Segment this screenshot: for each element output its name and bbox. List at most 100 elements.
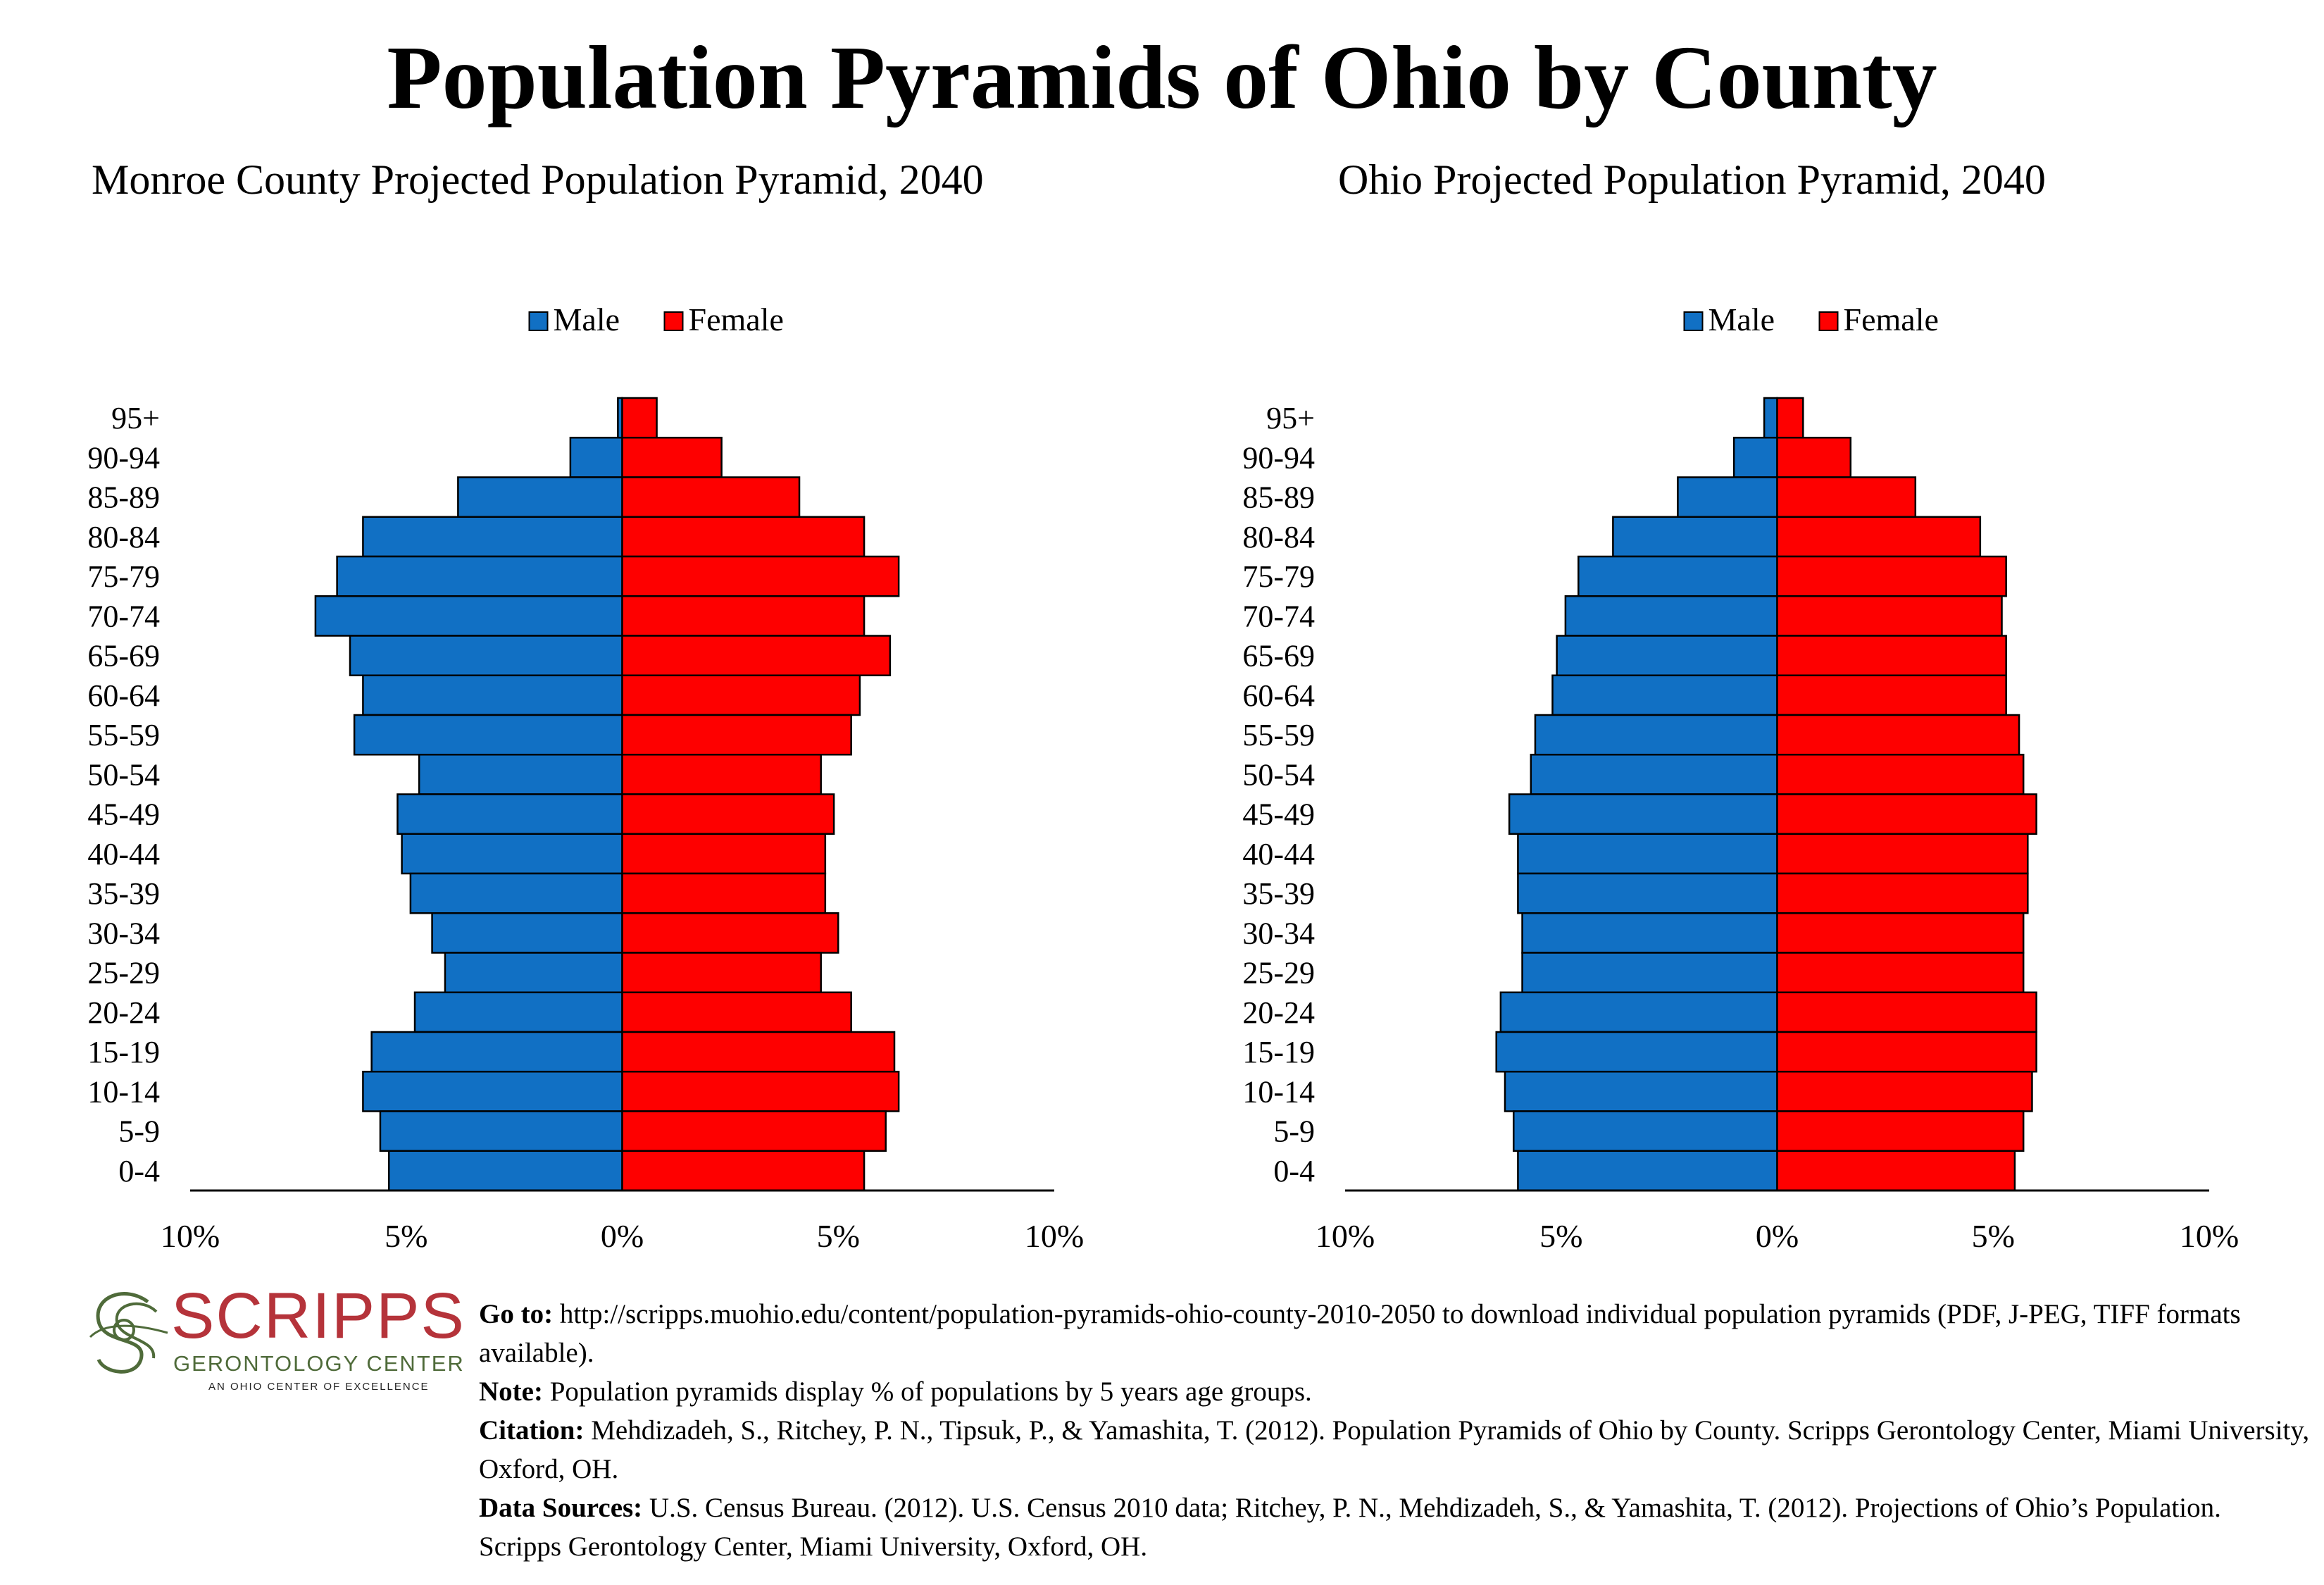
monroe-bar-female-80-84 bbox=[621, 516, 866, 558]
ohio-bar-male-95plus bbox=[1763, 397, 1778, 439]
logo-tagline: AN OHIO CENTER OF EXCELLENCE bbox=[208, 1381, 430, 1393]
ohio-bar-male-25-29 bbox=[1521, 952, 1778, 993]
ohio-bar-male-60-64 bbox=[1551, 674, 1778, 716]
monroe-bar-female-35-39 bbox=[621, 872, 827, 914]
monroe-bar-male-75-79 bbox=[336, 555, 623, 597]
ohio-bar-female-70-74 bbox=[1776, 595, 2003, 637]
ohio-bar-female-60-64 bbox=[1776, 674, 2007, 716]
monroe-bar-female-50-54 bbox=[621, 754, 822, 795]
ohio-age-label-10-14: 10-14 bbox=[1242, 1074, 1315, 1109]
ohio-legend-label-male: Male bbox=[1708, 302, 1775, 337]
monroe-bar-male-85-89 bbox=[457, 476, 623, 518]
monroe-bar-female-40-44 bbox=[621, 833, 827, 875]
monroe-age-label-35-39: 35-39 bbox=[87, 876, 160, 911]
monroe-bar-female-25-29 bbox=[621, 952, 822, 993]
ohio-bar-female-20-24 bbox=[1776, 991, 2037, 1033]
monroe-bar-female-55-59 bbox=[621, 714, 852, 756]
note-label: Note: bbox=[479, 1376, 543, 1407]
ohio-age-label-45-49: 45-49 bbox=[1242, 797, 1315, 832]
ohio-x-tick-label-1: 5% bbox=[1539, 1218, 1582, 1254]
monroe-age-label-10-14: 10-14 bbox=[87, 1074, 160, 1109]
monroe-bar-female-85-89 bbox=[621, 476, 801, 518]
ohio-age-label-50-54: 50-54 bbox=[1242, 757, 1315, 792]
monroe-bar-male-70-74 bbox=[314, 595, 623, 637]
monroe-bar-female-20-24 bbox=[621, 991, 852, 1033]
ohio-legend: Male Female bbox=[1683, 302, 1939, 337]
ohio-bar-male-65-69 bbox=[1556, 635, 1778, 676]
monroe-age-label-90-94: 90-94 bbox=[87, 440, 160, 475]
monroe-age-label-5-9: 5-9 bbox=[118, 1114, 160, 1149]
monroe-bar-male-40-44 bbox=[401, 833, 623, 875]
monroe-bar-male-35-39 bbox=[409, 872, 623, 914]
ohio-chart-title: Ohio Projected Population Pyramid, 2040 bbox=[1338, 156, 2046, 203]
goto-label: Go to: bbox=[479, 1299, 554, 1329]
ohio-bar-male-40-44 bbox=[1517, 833, 1778, 875]
ohio-age-label-80-84: 80-84 bbox=[1242, 520, 1315, 554]
monroe-bar-male-90-94 bbox=[569, 437, 623, 478]
scripps-swirl-icon bbox=[89, 1292, 168, 1374]
ohio-bar-female-25-29 bbox=[1776, 952, 2025, 993]
monroe-age-label-95plus: 95+ bbox=[111, 401, 160, 435]
ohio-bar-female-65-69 bbox=[1776, 635, 2007, 676]
monroe-bar-male-30-34 bbox=[431, 912, 623, 954]
ohio-age-label-30-34: 30-34 bbox=[1242, 916, 1315, 950]
ohio-x-tick-label-0: 10% bbox=[1316, 1218, 1375, 1254]
monroe-bar-female-15-19 bbox=[621, 1031, 896, 1073]
ohio-bar-male-35-39 bbox=[1517, 872, 1778, 914]
monroe-age-label-85-89: 85-89 bbox=[87, 480, 160, 515]
monroe-legend-label-female: Female bbox=[689, 302, 784, 337]
ohio-bar-female-35-39 bbox=[1776, 872, 2029, 914]
ohio-bar-male-15-19 bbox=[1495, 1031, 1778, 1073]
monroe-bar-male-80-84 bbox=[362, 516, 623, 558]
citation-line: Citation: Mehdizadeh, S., Ritchey, P. N.… bbox=[479, 1411, 2310, 1488]
monroe-bar-male-60-64 bbox=[362, 674, 623, 716]
ohio-bar-female-5-9 bbox=[1776, 1110, 2025, 1152]
ohio-age-label-35-39: 35-39 bbox=[1242, 876, 1315, 911]
ohio-bar-male-55-59 bbox=[1534, 714, 1778, 756]
monroe-bar-female-0-4 bbox=[621, 1150, 866, 1192]
ohio-x-tick-label-2: 0% bbox=[1756, 1218, 1799, 1254]
sources-text: U.S. Census Bureau. (2012). U.S. Census … bbox=[479, 1493, 2221, 1562]
ohio-bar-female-75-79 bbox=[1776, 555, 2007, 597]
monroe-legend-swatch-male bbox=[528, 311, 549, 331]
monroe-age-label-55-59: 55-59 bbox=[87, 718, 160, 752]
monroe-bar-male-50-54 bbox=[418, 754, 623, 795]
sources-line: Data Sources: U.S. Census Bureau. (2012)… bbox=[479, 1488, 2310, 1566]
ohio-bar-female-30-34 bbox=[1776, 912, 2025, 954]
monroe-bar-female-30-34 bbox=[621, 912, 839, 954]
monroe-pyramid-chart: Monroe County Projected Population Pyram… bbox=[0, 137, 1155, 1264]
ohio-legend-swatch-female bbox=[1818, 311, 1839, 331]
monroe-age-label-25-29: 25-29 bbox=[87, 956, 160, 990]
ohio-bar-female-95plus bbox=[1776, 397, 1804, 439]
ohio-bar-male-70-74 bbox=[1564, 595, 1778, 637]
ohio-bar-female-10-14 bbox=[1776, 1071, 2033, 1112]
ohio-age-label-55-59: 55-59 bbox=[1242, 718, 1315, 752]
ohio-bar-male-20-24 bbox=[1499, 991, 1778, 1033]
monroe-bar-male-15-19 bbox=[370, 1031, 623, 1073]
ohio-age-label-65-69: 65-69 bbox=[1242, 639, 1315, 673]
monroe-x-tick-label-2: 0% bbox=[601, 1218, 644, 1254]
ohio-bar-male-5-9 bbox=[1513, 1110, 1778, 1152]
monroe-bar-female-45-49 bbox=[621, 793, 835, 835]
monroe-age-label-70-74: 70-74 bbox=[87, 599, 160, 633]
monroe-legend: Male Female bbox=[528, 302, 784, 337]
monroe-bar-female-60-64 bbox=[621, 674, 861, 716]
ohio-age-label-25-29: 25-29 bbox=[1242, 956, 1315, 990]
ohio-legend-swatch-male bbox=[1683, 311, 1704, 331]
monroe-bar-male-65-69 bbox=[349, 635, 623, 676]
ohio-age-label-15-19: 15-19 bbox=[1242, 1035, 1315, 1069]
ohio-bar-male-10-14 bbox=[1504, 1071, 1778, 1112]
ohio-age-label-0-4: 0-4 bbox=[1273, 1154, 1315, 1188]
monroe-age-label-20-24: 20-24 bbox=[87, 995, 160, 1030]
ohio-bar-male-45-49 bbox=[1508, 793, 1778, 835]
ohio-bar-male-90-94 bbox=[1732, 437, 1778, 478]
ohio-age-label-90-94: 90-94 bbox=[1242, 440, 1315, 475]
ohio-pyramid-chart: Ohio Projected Population Pyramid, 2040 … bbox=[1155, 137, 2310, 1264]
monroe-bar-male-55-59 bbox=[353, 714, 623, 756]
monroe-bar-male-25-29 bbox=[444, 952, 623, 993]
ohio-bar-female-50-54 bbox=[1776, 754, 2025, 795]
ohio-bar-male-30-34 bbox=[1521, 912, 1778, 954]
citation-label: Citation: bbox=[479, 1415, 585, 1446]
ohio-x-tick-label-3: 5% bbox=[1972, 1218, 2015, 1254]
monroe-bar-male-20-24 bbox=[413, 991, 623, 1033]
